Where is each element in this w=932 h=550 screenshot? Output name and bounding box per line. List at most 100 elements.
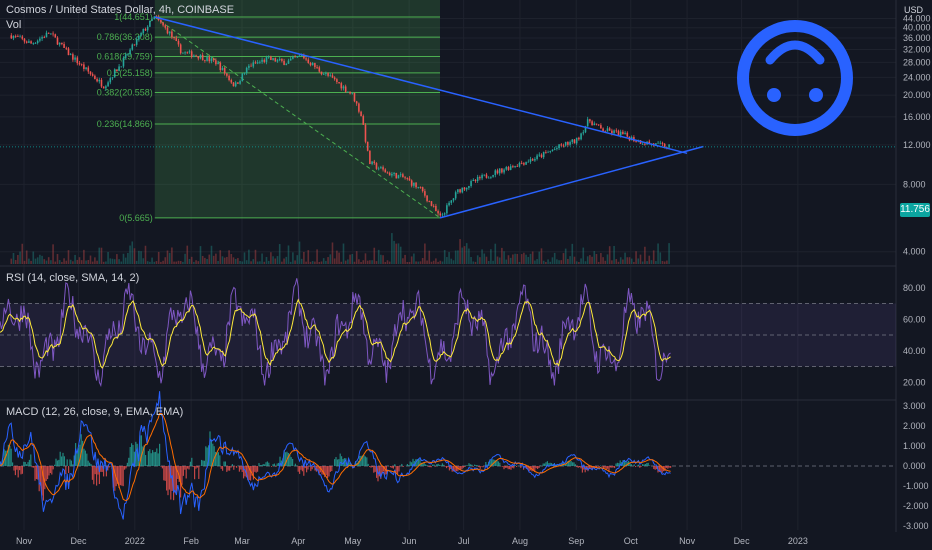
volume-bar [650, 260, 653, 264]
candle-body [503, 169, 505, 173]
macd-histogram-bar [616, 462, 618, 466]
macd-histogram-bar [287, 452, 289, 466]
candle-body [479, 177, 481, 179]
volume-bar [446, 257, 448, 264]
candle-body [177, 40, 180, 45]
macd-histogram-bar [231, 464, 233, 466]
volume-label[interactable]: Vol [6, 19, 22, 31]
macd-pane[interactable] [0, 391, 896, 520]
volume-bar [285, 256, 288, 264]
macd-histogram-bar [128, 457, 130, 466]
candle-body [421, 187, 424, 192]
candle-body [364, 124, 367, 142]
fib-retracement[interactable]: 1(44.651) 0.786(36.308) 0.618(29.759) 0.5(2… [97, 0, 441, 223]
time-tick-label: Aug [512, 536, 528, 546]
volume-bar [644, 246, 646, 264]
volume-bar [248, 249, 250, 264]
macd-histogram-bar [565, 464, 567, 466]
candle-body [173, 37, 175, 39]
volume-bar [327, 257, 329, 264]
macd-histogram-bar [373, 466, 375, 473]
candle-body [204, 60, 206, 62]
candle-body [580, 133, 582, 140]
macd-histogram-bar [154, 451, 156, 466]
rsi-label[interactable]: RSI (14, close, SMA, 14, 2) [6, 272, 140, 284]
volume-bar [452, 260, 455, 264]
macd-histogram-bar [168, 466, 170, 490]
candle-body [624, 132, 626, 135]
candle-body [505, 167, 508, 170]
volume-bar [351, 254, 354, 264]
macd-histogram-bar [336, 459, 338, 466]
macd-histogram-bar [236, 466, 238, 468]
macd-histogram-bar [118, 466, 120, 488]
candle-body [94, 75, 96, 79]
candle-body [193, 55, 195, 57]
candle-body [265, 57, 268, 62]
candle-body [373, 161, 376, 164]
candle-body [512, 166, 514, 168]
candle-body [206, 56, 208, 61]
candle-body [195, 55, 197, 57]
candle-body [210, 58, 213, 62]
macd-histogram-bar [504, 466, 506, 468]
macd-histogram-bar [136, 443, 138, 466]
macd-histogram-bar [369, 466, 371, 467]
candle-body [661, 142, 664, 144]
macd-histogram-bar [420, 462, 422, 466]
volume-bar [597, 261, 600, 264]
volume-bar [36, 257, 39, 264]
volume-bar [177, 260, 180, 264]
candle-body [611, 130, 613, 134]
macd-histogram-bar [153, 452, 155, 466]
time-tick-label: Apr [291, 536, 305, 546]
macd-histogram-bar [21, 466, 23, 474]
macd-histogram-bar [639, 466, 641, 468]
candle-body [595, 123, 598, 125]
volume-bar [124, 257, 127, 264]
macd-histogram-bar [226, 466, 228, 472]
volume-bar [457, 250, 459, 264]
macd-histogram-bar [66, 459, 68, 466]
macd-histogram-bar [304, 466, 306, 469]
candle-body [19, 36, 21, 38]
macd-histogram-bar [23, 461, 25, 466]
price-tick-label: 16.000 [903, 112, 931, 122]
macd-histogram-bar [528, 466, 530, 472]
volume-bar [10, 258, 13, 264]
volume-bar [377, 249, 380, 264]
candle-body [366, 141, 369, 151]
macd-histogram-bar [635, 466, 637, 468]
volume-bar [622, 259, 624, 264]
trend-lines[interactable] [154, 16, 704, 219]
volume-bar [135, 260, 138, 264]
volume-bar [239, 260, 241, 264]
fib-level-label: 0.786(36.308) [97, 32, 153, 42]
macd-histogram-bar [602, 466, 604, 469]
macd-histogram-bar [618, 463, 620, 466]
volume-bar [30, 260, 32, 264]
macd-histogram-bar [478, 466, 480, 468]
candle-body [316, 67, 318, 68]
macd-histogram-bar [574, 464, 576, 466]
macd-histogram-bar [426, 465, 428, 466]
macd-histogram-bar [607, 466, 609, 469]
candle-body [426, 195, 428, 202]
macd-histogram-bar [360, 455, 362, 466]
candle-body [10, 35, 13, 39]
rsi-pane[interactable] [0, 278, 896, 388]
macd-histogram-bar [458, 466, 460, 470]
volume-bar [96, 260, 98, 264]
macd-histogram-bar [534, 466, 536, 472]
time-axis[interactable]: Nov Dec 2022 Feb Mar Apr May Jun Jul Aug Sep Oct Nov… [16, 536, 808, 546]
macd-histogram-bar [114, 466, 116, 491]
symbol-title[interactable]: Cosmos / United States Dollar, 4h, COINB… [6, 4, 235, 16]
macd-histogram-bar [664, 466, 666, 471]
volume-bar [252, 259, 255, 264]
candle-body [355, 101, 358, 104]
volume-bar [454, 250, 457, 264]
volume-bar [261, 253, 263, 264]
macd-label[interactable]: MACD (12, 26, close, 9, EMA, EMA) [6, 406, 184, 418]
